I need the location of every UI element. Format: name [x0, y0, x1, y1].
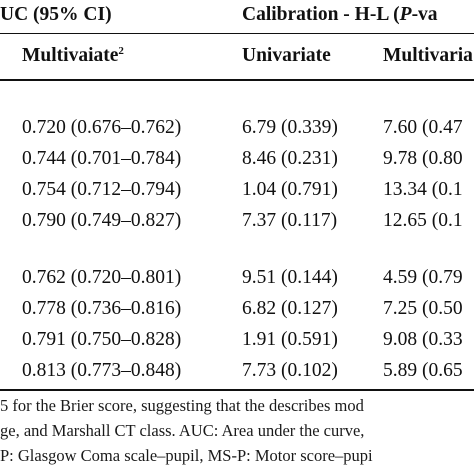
auc-cell: 0.778 (0.736–0.816) — [22, 298, 182, 319]
column-header-multivariate-auc: Multivaiate2 — [22, 46, 124, 66]
calibration-group-suffix: -va — [411, 4, 438, 25]
auc-cell: 0.762 (0.720–0.801) — [22, 267, 182, 288]
auc-cell: 0.720 (0.676–0.762) — [22, 117, 182, 138]
calibration-group-p: P — [399, 4, 412, 25]
multivariate-cell: 5.89 (0.65 — [383, 360, 463, 381]
auc-cell: 0.790 (0.749–0.827) — [22, 210, 182, 231]
univariate-cell: 6.82 (0.127) — [242, 298, 338, 319]
multivariate-cell: 12.65 (0.1 — [383, 210, 463, 231]
auc-group-header: UC (95% CI) — [0, 5, 112, 25]
multivariate-cell: 7.60 (0.47 — [383, 117, 463, 138]
univariate-cell: 6.79 (0.339) — [242, 117, 338, 138]
univariate-cell: 7.37 (0.117) — [242, 210, 338, 231]
footnote-line: P: Glasgow Coma scale–pupil, MS-P: Motor… — [0, 446, 373, 465]
group-header-rule — [0, 33, 474, 34]
univariate-cell: 1.91 (0.591) — [242, 329, 338, 350]
footnote-line: ge, and Marshall CT class. AUC: Area und… — [0, 421, 365, 440]
calibration-group-header: Calibration - H-L (P-va — [242, 5, 438, 25]
column-header-univariate: Univariate — [242, 46, 331, 66]
auc-cell: 0.754 (0.712–0.794) — [22, 179, 182, 200]
auc-cell: 0.813 (0.773–0.848) — [22, 360, 182, 381]
univariate-cell: 9.51 (0.144) — [242, 267, 338, 288]
multivariate-cell: 13.34 (0.1 — [383, 179, 463, 200]
univariate-cell: 1.04 (0.791) — [242, 179, 338, 200]
multivariate-cell: 9.08 (0.33 — [383, 329, 463, 350]
column-header-multivariate-cal-label: Multivaria — [383, 45, 473, 66]
multivariate-cell: 7.25 (0.50 — [383, 298, 463, 319]
univariate-cell: 8.46 (0.231) — [242, 148, 338, 169]
auc-cell: 0.744 (0.701–0.784) — [22, 148, 182, 169]
column-header-univariate-label: Univariate — [242, 45, 331, 66]
univariate-cell: 7.73 (0.102) — [242, 360, 338, 381]
column-header-multivariate-cal: Multivaria — [383, 46, 473, 66]
multivariate-cell: 4.59 (0.79 — [383, 267, 463, 288]
footnote-line: 5 for the Brier score, suggesting that t… — [0, 396, 364, 415]
calibration-group-prefix: Calibration - H-L ( — [242, 4, 400, 25]
multivariate-cell: 9.78 (0.80 — [383, 148, 463, 169]
column-header-rule — [0, 79, 474, 81]
auc-group-label: UC (95% CI) — [0, 4, 112, 25]
auc-cell: 0.791 (0.750–0.828) — [22, 329, 182, 350]
column-header-multivariate-auc-label: Multivaiate — [22, 45, 119, 66]
footnote-marker: 2 — [118, 45, 124, 57]
table-bottom-rule — [0, 389, 474, 391]
